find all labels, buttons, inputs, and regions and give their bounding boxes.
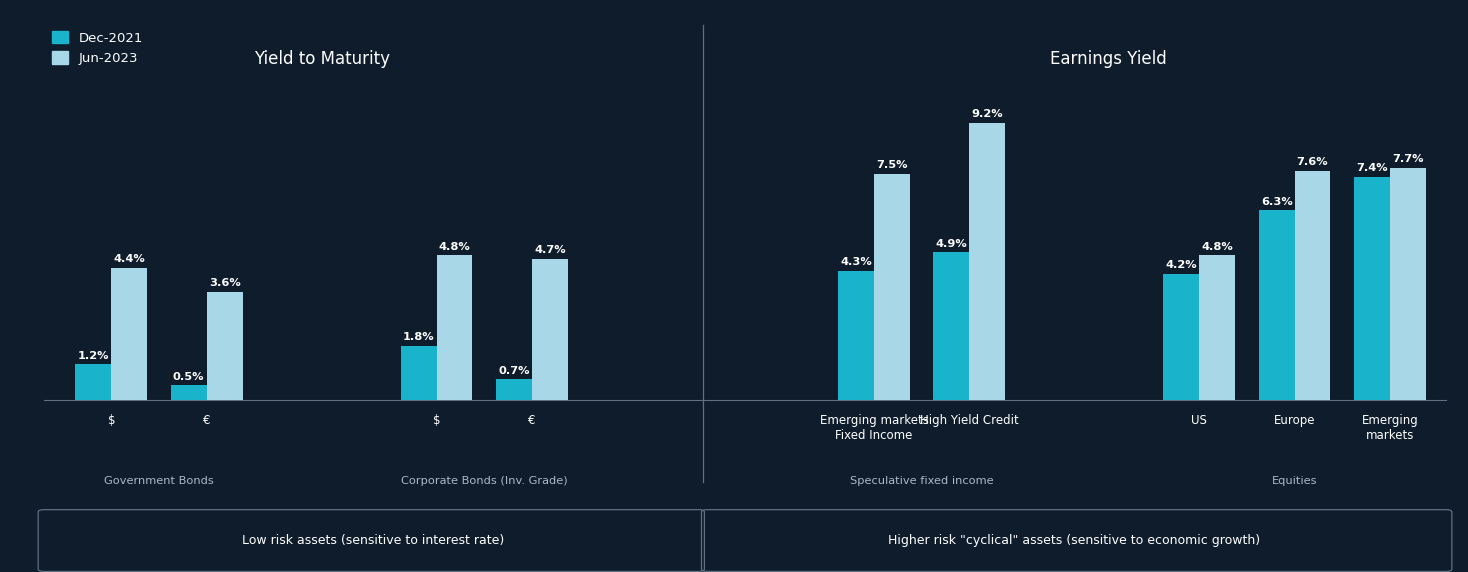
- Bar: [1258, 210, 1295, 400]
- Text: Earnings Yield: Earnings Yield: [1050, 50, 1167, 68]
- Text: 3.6%: 3.6%: [208, 278, 241, 288]
- Bar: [1199, 256, 1235, 400]
- Text: Government Bonds: Government Bonds: [104, 476, 214, 486]
- Bar: [873, 174, 910, 400]
- Bar: [112, 268, 147, 400]
- Text: 9.2%: 9.2%: [972, 109, 1003, 119]
- Bar: [170, 386, 207, 400]
- Bar: [969, 122, 1006, 400]
- Text: Yield to Maturity: Yield to Maturity: [254, 50, 389, 68]
- Text: Higher risk "cyclical" assets (sensitive to economic growth): Higher risk "cyclical" assets (sensitive…: [888, 534, 1261, 547]
- Bar: [401, 346, 436, 400]
- Text: Speculative fixed income: Speculative fixed income: [850, 476, 994, 486]
- Text: 7.7%: 7.7%: [1392, 154, 1424, 164]
- Text: 4.7%: 4.7%: [534, 245, 565, 255]
- Text: 6.3%: 6.3%: [1261, 197, 1292, 206]
- Text: 7.4%: 7.4%: [1356, 164, 1387, 173]
- Text: 0.5%: 0.5%: [173, 372, 204, 382]
- Text: 1.2%: 1.2%: [78, 351, 109, 360]
- Text: 7.6%: 7.6%: [1296, 157, 1329, 168]
- Text: 0.7%: 0.7%: [498, 366, 530, 376]
- Text: 4.3%: 4.3%: [840, 257, 872, 267]
- Text: 4.9%: 4.9%: [935, 239, 967, 249]
- Text: Low risk assets (sensitive to interest rate): Low risk assets (sensitive to interest r…: [242, 534, 505, 547]
- Bar: [531, 259, 568, 400]
- Text: Corporate Bonds (Inv. Grade): Corporate Bonds (Inv. Grade): [401, 476, 568, 486]
- Text: 7.5%: 7.5%: [876, 160, 907, 170]
- Bar: [1295, 171, 1330, 400]
- Bar: [1353, 177, 1390, 400]
- Text: 4.4%: 4.4%: [113, 254, 145, 264]
- Bar: [934, 252, 969, 400]
- Bar: [1163, 273, 1199, 400]
- Text: 4.2%: 4.2%: [1166, 260, 1196, 270]
- Bar: [496, 379, 531, 400]
- Bar: [838, 271, 873, 400]
- Bar: [75, 364, 112, 400]
- Text: 4.8%: 4.8%: [1201, 242, 1233, 252]
- Bar: [436, 256, 473, 400]
- Text: 1.8%: 1.8%: [402, 332, 435, 343]
- Legend: Dec-2021, Jun-2023: Dec-2021, Jun-2023: [50, 30, 144, 66]
- Bar: [1390, 168, 1425, 400]
- Text: Equities: Equities: [1271, 476, 1317, 486]
- Text: 4.8%: 4.8%: [439, 242, 470, 252]
- Bar: [207, 292, 242, 400]
